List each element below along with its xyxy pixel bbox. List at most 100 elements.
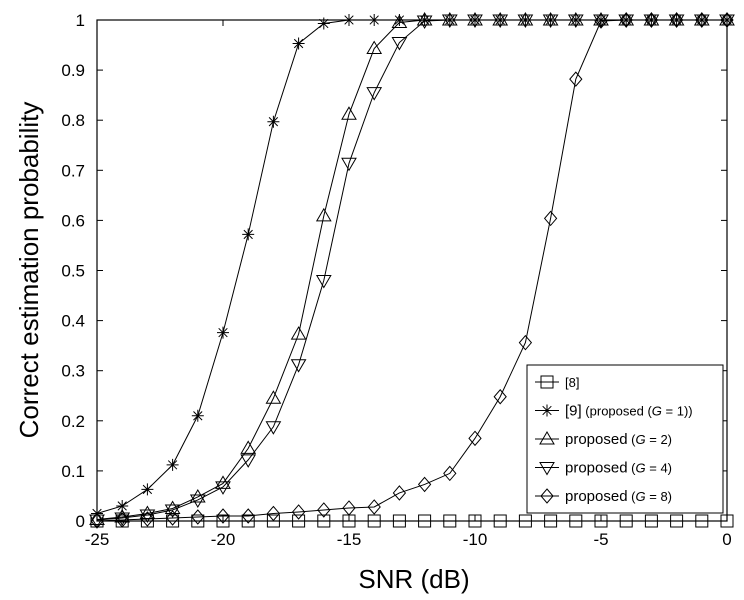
x-tick-label: 0 [722, 530, 731, 549]
data-point [567, 12, 584, 26]
data-point [594, 13, 608, 29]
data-point [569, 514, 583, 528]
data-point [468, 514, 482, 528]
data-point [317, 17, 330, 30]
data-point [618, 12, 635, 26]
data-point [191, 409, 204, 422]
data-point [543, 210, 558, 227]
data-point [266, 505, 281, 522]
data-point [392, 485, 407, 501]
data-point [291, 504, 306, 520]
data-point [140, 511, 155, 527]
data-point [164, 500, 181, 514]
data-point [166, 458, 179, 471]
data-point [317, 502, 331, 518]
data-point [518, 514, 532, 528]
y-tick-label: 0.2 [61, 412, 85, 431]
legend-marker [541, 404, 553, 417]
x-tick-label: -10 [463, 530, 488, 549]
data-point [695, 12, 709, 28]
data-point [492, 12, 509, 26]
data-point [216, 514, 230, 528]
data-point [720, 12, 734, 28]
data-point [393, 14, 406, 26]
data-point [542, 14, 559, 28]
data-point [670, 514, 684, 528]
data-point [493, 514, 507, 528]
data-point [467, 14, 483, 28]
y-axis-label: Correct estimation probability [14, 102, 44, 439]
data-point [695, 514, 709, 528]
data-point [693, 12, 710, 26]
legend-item: [9] (proposed (G = 1)) [535, 403, 693, 420]
data-point [116, 499, 129, 512]
data-point [493, 388, 507, 405]
legend-item: proposed (G = 2) [535, 431, 672, 448]
data-point [719, 12, 735, 26]
data-point [418, 514, 432, 528]
x-tick-label: -5 [593, 530, 608, 549]
y-tick-label: 0.9 [61, 61, 85, 80]
y-tick-label: 1 [76, 11, 85, 30]
data-point [593, 12, 609, 26]
y-tick-label: 0.7 [61, 161, 85, 180]
data-point [569, 71, 583, 87]
y-tick-label: 0.4 [61, 312, 85, 331]
data-point [266, 514, 280, 528]
data-point [517, 12, 534, 26]
data-point [644, 514, 658, 528]
data-point [292, 37, 305, 50]
data-point [267, 115, 280, 128]
data-point [517, 14, 534, 28]
data-point [191, 509, 205, 525]
data-point [290, 359, 307, 373]
legend: [8] [9] (proposed (G = 1)) proposed (G = 2… [526, 364, 724, 514]
data-point [240, 440, 257, 454]
legend-item: [8] [535, 375, 579, 390]
data-point [367, 514, 381, 528]
data-point [594, 514, 608, 528]
data-point [191, 514, 205, 528]
x-tick-label: -15 [337, 530, 362, 549]
y-tick-label: 0.5 [61, 262, 85, 281]
data-point [366, 40, 383, 55]
data-point [166, 514, 180, 528]
data-point [441, 14, 458, 28]
data-point [315, 207, 332, 222]
data-point [292, 514, 306, 528]
legend-label: [8] [565, 375, 579, 390]
data-point [467, 12, 483, 26]
data-point [669, 12, 684, 28]
data-point [644, 12, 659, 28]
data-point [164, 504, 181, 518]
data-point [567, 14, 584, 28]
data-point [416, 15, 433, 29]
data-point [668, 12, 685, 26]
legend-label: proposed (G = 8) [565, 488, 672, 505]
data-point [441, 12, 458, 26]
x-axis-label: SNR (dB) [358, 564, 469, 594]
data-point [492, 14, 509, 28]
data-point [240, 454, 257, 468]
series-diamond [90, 12, 734, 529]
data-point [619, 514, 633, 528]
y-tick-label: 0 [76, 512, 85, 531]
data-point [544, 514, 558, 528]
series-square [90, 514, 734, 528]
data-point [720, 514, 734, 528]
data-point [317, 514, 331, 528]
y-tick-label: 0.8 [61, 111, 85, 130]
legend-label: [9] (proposed (G = 1)) [565, 403, 693, 420]
data-point [90, 513, 104, 529]
data-point [366, 87, 383, 101]
x-tick-label: -25 [85, 530, 110, 549]
legend-marker [540, 488, 554, 504]
data-point [368, 14, 381, 26]
data-point [165, 510, 180, 526]
data-point [343, 14, 355, 26]
data-point [391, 37, 408, 51]
data-point [443, 465, 457, 482]
legend-label: proposed (G = 2) [565, 431, 672, 448]
data-point [468, 430, 482, 447]
